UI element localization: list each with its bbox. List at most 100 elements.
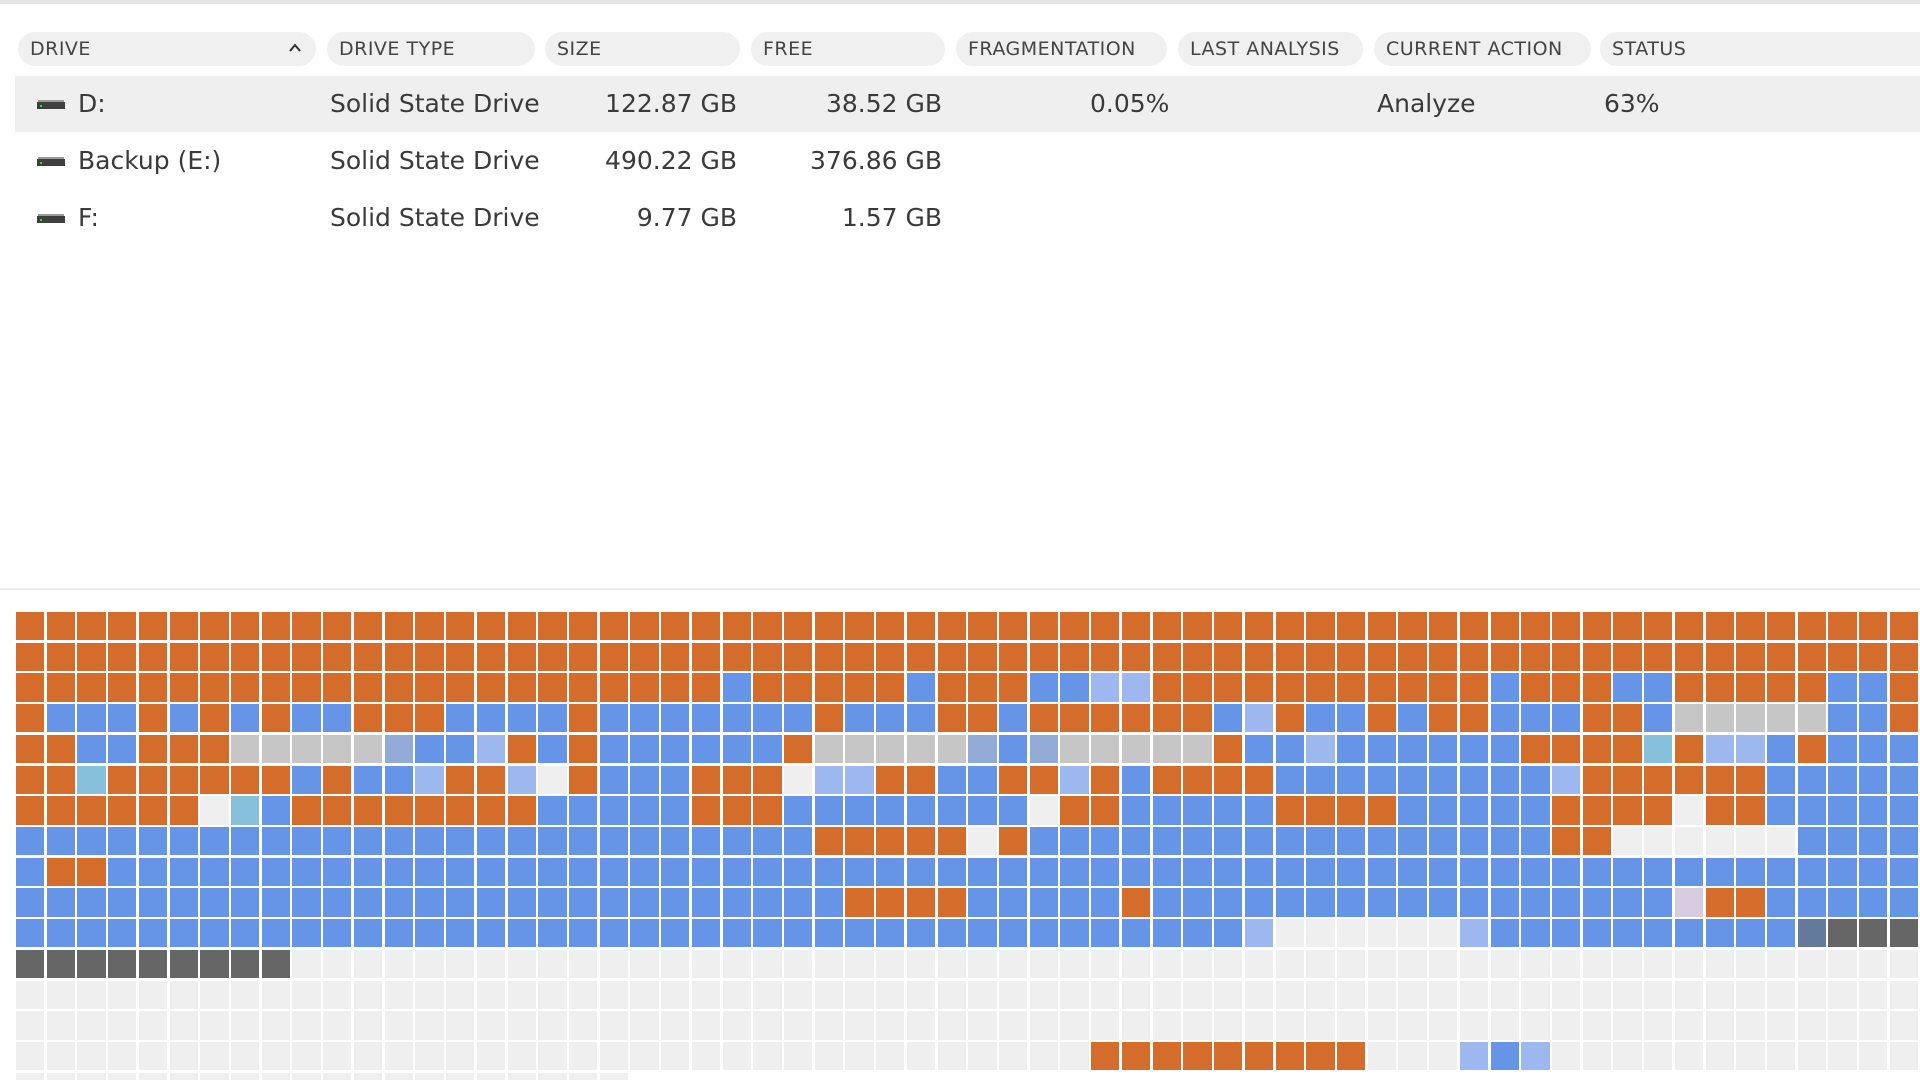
cluster-block xyxy=(1521,1011,1550,1040)
cluster-block xyxy=(1459,888,1489,917)
cluster-block xyxy=(1490,642,1519,672)
cluster-block xyxy=(722,980,751,1009)
cluster-block xyxy=(200,949,229,979)
column-header-drive-type[interactable]: DRIVE TYPE xyxy=(327,32,535,66)
cluster-block xyxy=(1429,673,1458,702)
cluster-block xyxy=(1705,765,1734,794)
column-header-drive[interactable]: DRIVE xyxy=(18,32,316,66)
cluster-block xyxy=(169,612,198,641)
cluster-block xyxy=(1613,827,1642,856)
cluster-block xyxy=(1767,642,1796,672)
cluster-block xyxy=(16,1072,45,1080)
cluster-block xyxy=(1306,704,1335,733)
cluster-block xyxy=(568,734,598,764)
cluster-block xyxy=(476,827,506,856)
cluster-block xyxy=(384,919,413,948)
cluster-block xyxy=(507,1042,536,1071)
cluster-block xyxy=(1705,827,1734,856)
cluster-block xyxy=(538,765,567,794)
cluster-block xyxy=(507,796,536,825)
cluster-block xyxy=(1121,796,1151,825)
cluster-block xyxy=(1767,919,1796,948)
cluster-block xyxy=(169,888,198,917)
cluster-block xyxy=(261,1072,291,1080)
cluster-block xyxy=(1429,765,1458,794)
cluster-block xyxy=(1674,704,1704,733)
cluster-block xyxy=(1306,796,1335,825)
cluster-block xyxy=(630,888,659,917)
cluster-block xyxy=(446,919,475,948)
cluster-block xyxy=(1705,857,1734,887)
cluster-block xyxy=(1828,827,1857,856)
cluster-block xyxy=(876,980,905,1009)
drive-row[interactable]: D: Solid State Drive 122.87 GB 38.52 GB … xyxy=(15,76,1920,132)
cluster-block xyxy=(691,765,721,794)
cluster-block xyxy=(108,1042,137,1071)
cluster-block xyxy=(353,857,383,887)
cluster-block xyxy=(1552,765,1581,794)
cluster-block xyxy=(231,1011,260,1040)
cluster-block xyxy=(538,980,567,1009)
cluster-block xyxy=(1644,734,1673,764)
cluster-block xyxy=(906,919,936,948)
cluster-block xyxy=(415,673,444,702)
cluster-block xyxy=(169,857,198,887)
cluster-block xyxy=(446,612,475,641)
cluster-block xyxy=(476,919,506,948)
column-header-fragmentation[interactable]: FRAGMENTATION xyxy=(956,32,1167,66)
cluster-block xyxy=(261,888,291,917)
cluster-block xyxy=(353,980,383,1009)
cluster-block xyxy=(353,612,383,641)
column-header-size[interactable]: SIZE xyxy=(545,32,740,66)
cluster-block xyxy=(1244,734,1274,764)
cluster-block xyxy=(1275,949,1304,979)
cluster-block xyxy=(1214,673,1243,702)
drive-row[interactable]: Backup (E:) Solid State Drive 490.22 GB … xyxy=(15,133,1920,189)
cluster-block xyxy=(1214,734,1243,764)
cluster-block xyxy=(906,642,936,672)
cluster-block xyxy=(1859,642,1888,672)
cluster-block xyxy=(753,1042,782,1071)
cluster-block xyxy=(1644,980,1673,1009)
cluster-block xyxy=(292,612,321,641)
cluster-block xyxy=(845,888,874,917)
cluster-block xyxy=(1828,949,1857,979)
cluster-block xyxy=(1582,980,1612,1009)
cluster-block xyxy=(1613,642,1642,672)
cluster-block xyxy=(415,704,444,733)
column-header-last-analysis[interactable]: LAST ANALYSIS xyxy=(1178,32,1363,66)
cluster-block xyxy=(753,949,782,979)
cluster-block xyxy=(353,704,383,733)
cluster-block xyxy=(446,673,475,702)
cluster-block xyxy=(16,1042,45,1071)
cluster-block xyxy=(353,673,383,702)
column-header-current-action[interactable]: CURRENT ACTION xyxy=(1374,32,1591,66)
cluster-block xyxy=(1214,949,1243,979)
cluster-block xyxy=(999,765,1028,794)
cluster-block xyxy=(16,980,45,1009)
cluster-block xyxy=(446,765,475,794)
cluster-block xyxy=(1674,827,1704,856)
cluster-block xyxy=(1644,827,1673,856)
column-header-status[interactable]: STATUS xyxy=(1600,32,1920,66)
cluster-block xyxy=(169,704,198,733)
cluster-block xyxy=(261,734,291,764)
drive-row[interactable]: F: Solid State Drive 9.77 GB 1.57 GB xyxy=(15,190,1920,246)
cluster-block xyxy=(384,673,413,702)
cluster-block xyxy=(1736,888,1765,917)
cluster-block xyxy=(630,704,659,733)
cluster-block xyxy=(1828,888,1857,917)
cluster-block xyxy=(200,765,229,794)
cluster-block xyxy=(1091,734,1120,764)
cluster-block xyxy=(1306,1011,1335,1040)
cluster-block xyxy=(937,673,966,702)
cluster-block xyxy=(538,704,567,733)
cluster-block xyxy=(968,704,997,733)
cluster-block xyxy=(292,888,321,917)
cluster-block xyxy=(1459,980,1489,1009)
cluster-block xyxy=(77,827,106,856)
cluster-block xyxy=(16,642,45,672)
cluster-block xyxy=(200,1011,229,1040)
column-header-free[interactable]: FREE xyxy=(751,32,945,66)
cluster-block xyxy=(1367,888,1396,917)
